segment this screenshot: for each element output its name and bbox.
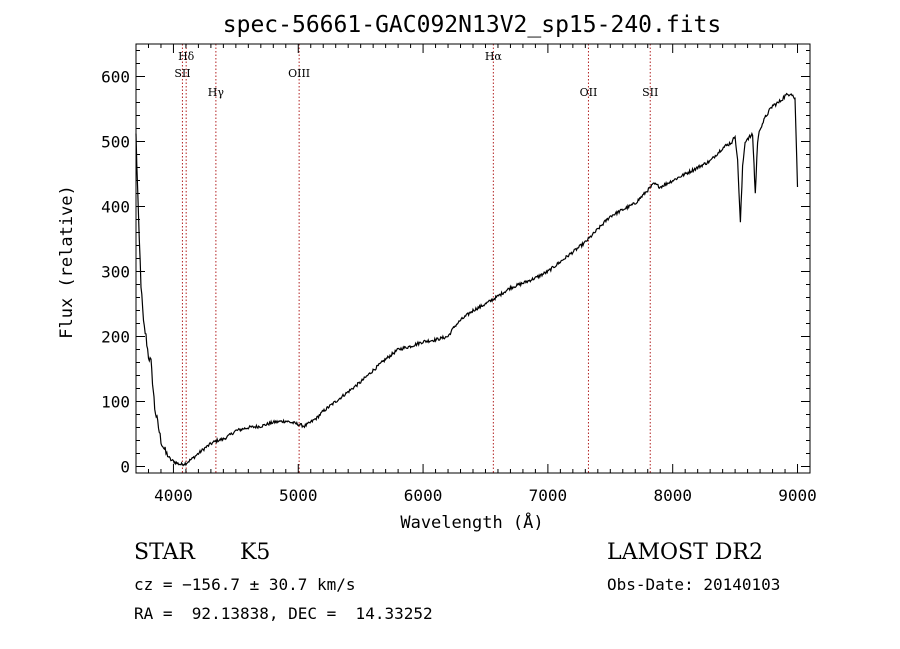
line-label-3: OIII xyxy=(288,67,310,80)
line-label-2: Hγ xyxy=(208,86,225,99)
line-label-6: SII xyxy=(642,86,658,99)
y-tick-label: 100 xyxy=(101,393,130,412)
x-tick-label: 6000 xyxy=(404,486,443,505)
survey-name: LAMOST DR2 xyxy=(607,540,763,565)
spectral-line-labels: Hδ SII Hγ OIII Hα OII SII xyxy=(174,50,658,99)
y-tick-label: 200 xyxy=(101,328,130,347)
y-axis: 0 100 200 300 400 500 600 xyxy=(101,50,810,477)
y-axis-label: Flux (relative) xyxy=(57,185,77,339)
obs-date: Obs-Date: 20140103 xyxy=(607,575,781,594)
chart-title: spec-56661-GAC092N13V2_sp15-240.fits xyxy=(223,12,722,38)
coordinates: RA = 92.13838, DEC = 14.33252 xyxy=(134,604,433,623)
x-axis: 4000 5000 6000 7000 8000 9000 xyxy=(135,44,817,505)
x-tick-label: 9000 xyxy=(778,486,817,505)
plot-frame xyxy=(135,43,811,474)
line-label-4: Hα xyxy=(485,50,503,63)
y-tick-label: 300 xyxy=(101,263,130,282)
x-axis-label: Wavelength (Å) xyxy=(400,511,543,533)
line-label-5: OII xyxy=(580,86,598,99)
line-markers xyxy=(181,44,651,473)
y-tick-label: 500 xyxy=(101,133,130,152)
x-tick-label: 8000 xyxy=(653,486,692,505)
y-tick-label: 0 xyxy=(120,458,130,477)
spectrum-line xyxy=(135,92,799,467)
y-tick-label: 600 xyxy=(101,68,130,87)
x-tick-label: 7000 xyxy=(529,486,568,505)
y-tick-label: 400 xyxy=(101,198,130,217)
redshift-readout: cz = −156.7 ± 30.7 km/s xyxy=(134,575,356,594)
x-tick-label: 5000 xyxy=(279,486,318,505)
x-tick-label: 4000 xyxy=(154,486,193,505)
line-label-0: Hδ xyxy=(178,50,195,63)
object-class: STAR xyxy=(134,540,195,565)
line-label-1: SII xyxy=(174,67,190,80)
object-subclass: K5 xyxy=(240,540,271,565)
